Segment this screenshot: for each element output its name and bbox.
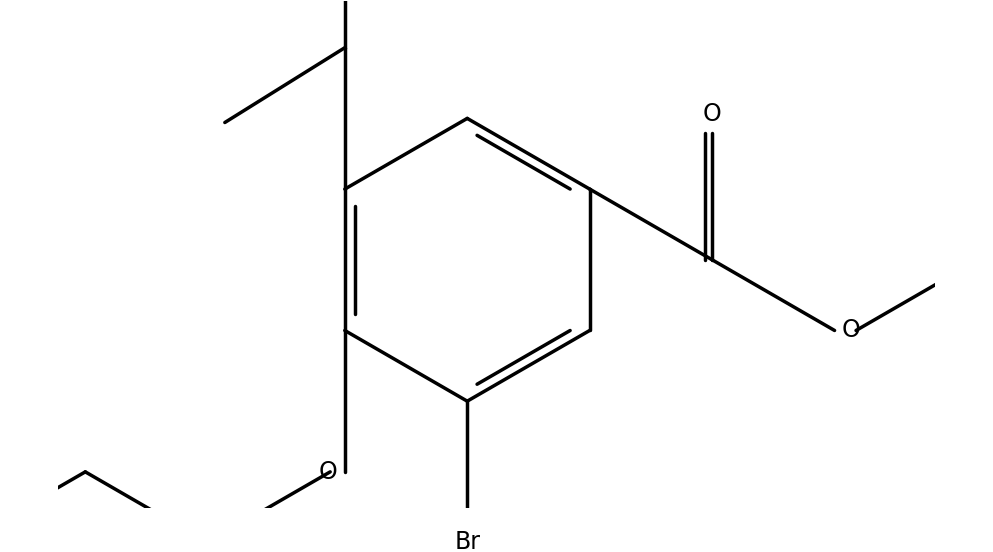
Text: Br: Br: [454, 530, 481, 552]
Text: O: O: [703, 102, 722, 126]
Text: O: O: [841, 319, 860, 342]
Text: O: O: [318, 460, 337, 484]
